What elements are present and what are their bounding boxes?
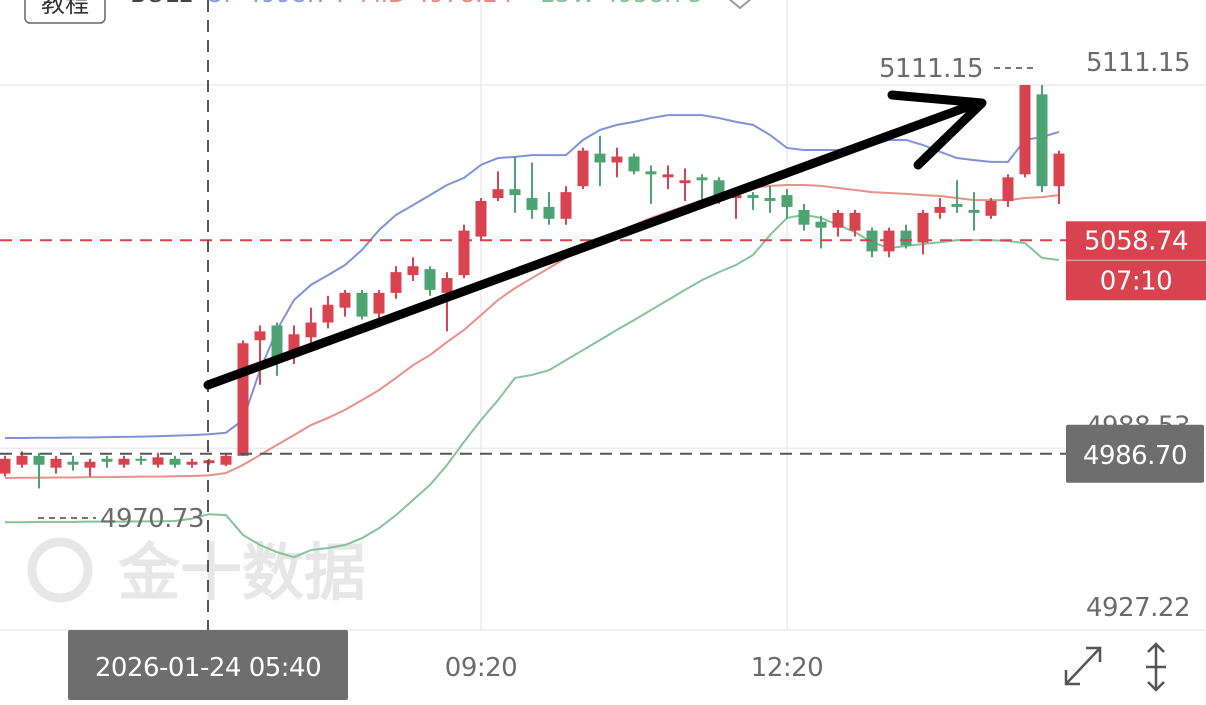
candle-body bbox=[492, 189, 504, 199]
candle-body bbox=[152, 457, 164, 465]
candle-body bbox=[50, 458, 62, 468]
candle-body bbox=[169, 458, 181, 465]
candle-body bbox=[305, 322, 317, 338]
candle-body bbox=[16, 455, 28, 465]
candle-body bbox=[186, 461, 198, 465]
crosshair-price-box bbox=[1066, 424, 1204, 483]
candle-body bbox=[237, 343, 249, 456]
candle-body bbox=[475, 201, 487, 237]
candle-body bbox=[951, 203, 963, 207]
indicator-mid: MID 4978.24 bbox=[360, 0, 513, 8]
indicator-low: LOW 4958.78 bbox=[540, 0, 702, 8]
low-label: 4970.73 bbox=[100, 504, 204, 534]
candle-body bbox=[679, 180, 691, 184]
candle-body bbox=[322, 304, 334, 323]
candle-body bbox=[118, 458, 130, 465]
candle-body bbox=[526, 198, 538, 210]
band-line bbox=[4, 184, 1060, 480]
crosshair-price-label: 4986.70 bbox=[1083, 441, 1187, 471]
candle-body bbox=[0, 458, 11, 474]
candle-body bbox=[985, 201, 997, 216]
candle-body bbox=[1019, 85, 1031, 175]
candle-body bbox=[356, 292, 368, 317]
candle-body bbox=[84, 461, 96, 468]
countdown-label: 07:10 bbox=[1100, 266, 1172, 296]
y-tick-label: 5111.15 bbox=[1086, 48, 1190, 78]
candle-body bbox=[781, 195, 793, 207]
candle-body bbox=[254, 331, 266, 341]
candle-body bbox=[832, 212, 844, 228]
candle-body bbox=[730, 195, 742, 199]
candle-body bbox=[645, 171, 657, 175]
candle-body bbox=[1053, 153, 1065, 187]
candle-body bbox=[101, 458, 113, 462]
candle-body bbox=[424, 269, 436, 290]
candle-body bbox=[33, 455, 45, 465]
x-tick-label: 12:20 bbox=[751, 653, 823, 683]
candle-body bbox=[747, 195, 759, 199]
candle-body bbox=[1002, 177, 1014, 202]
candle-body bbox=[628, 156, 640, 172]
tutorial-button[interactable] bbox=[24, 0, 106, 24]
candle-body bbox=[560, 192, 572, 219]
candle-body bbox=[441, 278, 453, 293]
candle-body bbox=[849, 212, 861, 231]
high-label: 5111.15 bbox=[879, 54, 983, 84]
candle-body bbox=[764, 198, 776, 202]
candle-body bbox=[339, 292, 351, 308]
y-tick-label: 4927.22 bbox=[1086, 593, 1190, 623]
candle-body bbox=[900, 230, 912, 246]
candle-body bbox=[696, 177, 708, 181]
candle-body bbox=[713, 180, 725, 202]
candle-body bbox=[798, 209, 810, 225]
current-price-label: 5058.74 bbox=[1084, 226, 1188, 256]
indicator-name: BOLL bbox=[130, 0, 192, 8]
candle-body bbox=[271, 325, 283, 362]
candle-body bbox=[543, 206, 555, 219]
candle-body bbox=[67, 461, 79, 465]
x-tick-label: 09:20 bbox=[445, 653, 517, 683]
candle-body bbox=[407, 266, 419, 276]
candle-body bbox=[509, 189, 521, 196]
scale-icon[interactable] bbox=[1146, 642, 1166, 692]
indicator-up: UP 4998.74 bbox=[206, 0, 345, 8]
candle-body bbox=[934, 206, 946, 213]
candle-body bbox=[220, 455, 232, 465]
crosshair-time-box bbox=[68, 630, 348, 700]
candle-body bbox=[968, 209, 980, 213]
candle-body bbox=[815, 221, 827, 228]
candle-body bbox=[135, 458, 147, 461]
candle-body bbox=[288, 334, 300, 356]
candle-body bbox=[594, 153, 606, 163]
candle-body bbox=[577, 150, 589, 187]
candle-body bbox=[662, 174, 674, 178]
band-line bbox=[5, 213, 1060, 559]
expand-icon[interactable] bbox=[1064, 646, 1102, 686]
tutorial-button-label[interactable]: 教程 bbox=[41, 0, 89, 18]
candle-body bbox=[611, 156, 623, 163]
candle-body bbox=[458, 230, 470, 276]
candle-body bbox=[917, 212, 929, 243]
candle-body bbox=[390, 272, 402, 293]
trend-arrow bbox=[203, 90, 987, 390]
candle-body bbox=[373, 292, 385, 314]
candle-body bbox=[1036, 94, 1048, 187]
settings-icon[interactable] bbox=[728, 0, 752, 10]
crosshair-time-label: 2026-01-24 05:40 bbox=[95, 653, 321, 683]
